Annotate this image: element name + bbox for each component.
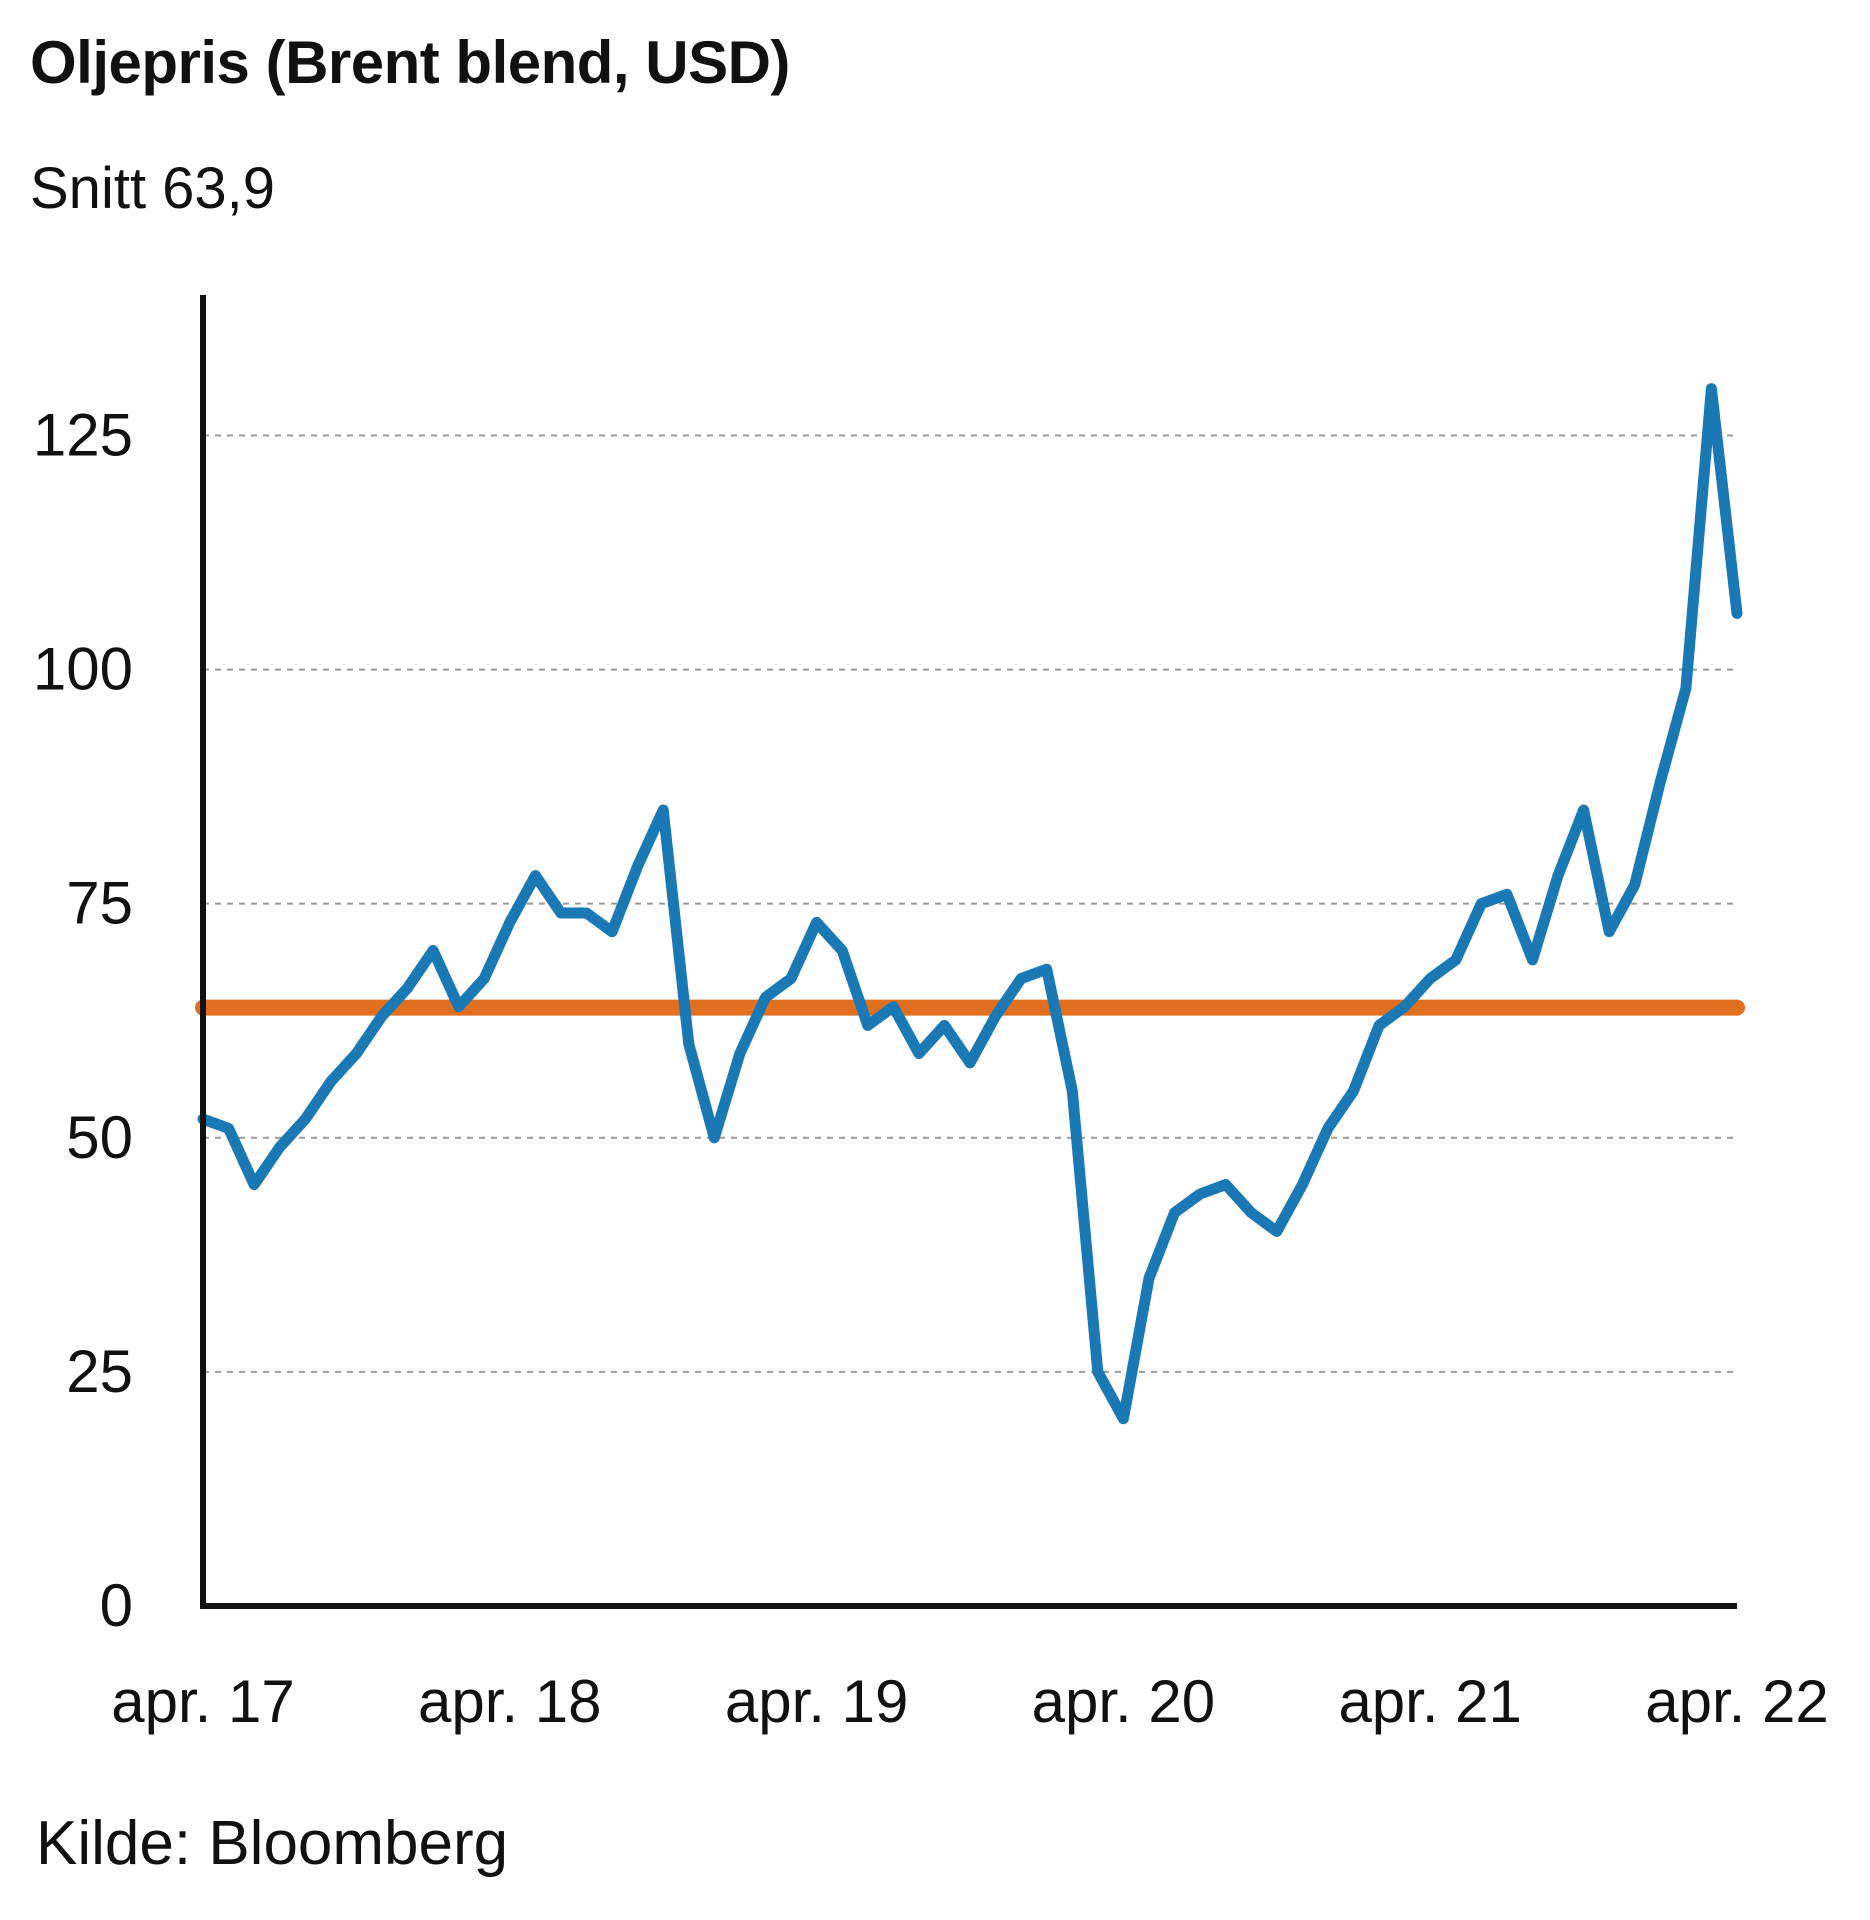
chart-title: Oljepris (Brent blend, USD) bbox=[30, 29, 790, 96]
y-tick-label: 0 bbox=[100, 1572, 133, 1639]
gridlines bbox=[203, 434, 1737, 1373]
x-tick-label: apr. 20 bbox=[1032, 1668, 1216, 1735]
x-tick-label: apr. 17 bbox=[111, 1668, 295, 1735]
x-tick-label: apr. 19 bbox=[725, 1668, 909, 1735]
y-tick-label: 50 bbox=[66, 1104, 133, 1171]
y-tick-label: 75 bbox=[66, 870, 133, 937]
axes bbox=[200, 295, 1737, 1609]
y-tick-label: 125 bbox=[33, 401, 133, 468]
x-axis-tick-labels: apr. 17 apr. 18 apr. 19 apr. 20 apr. 21 apr. … bbox=[111, 1668, 1829, 1735]
chart-subtitle: Snitt 63,9 bbox=[30, 156, 276, 221]
x-tick-label: apr. 18 bbox=[418, 1668, 602, 1735]
x-tick-label: apr. 22 bbox=[1645, 1668, 1829, 1735]
series-line-group bbox=[197, 383, 1743, 1425]
y-tick-label: 25 bbox=[66, 1338, 133, 1405]
y-tick-label: 100 bbox=[33, 636, 133, 703]
y-axis-tick-labels: 0 25 50 75 100 125 bbox=[33, 401, 133, 1639]
x-tick-label: apr. 21 bbox=[1338, 1668, 1522, 1735]
source-note: Kilde: Bloomberg bbox=[36, 1809, 509, 1878]
brent-price-line bbox=[197, 383, 1743, 1425]
